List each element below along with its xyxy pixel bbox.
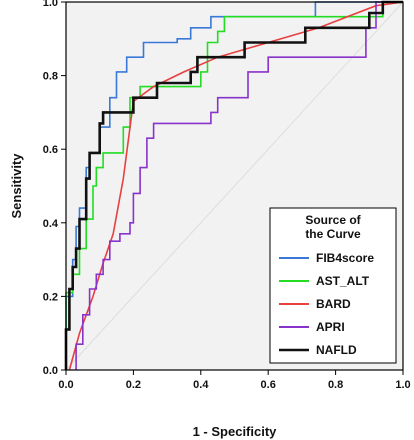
x-tick-label: 0.8 — [328, 379, 343, 391]
x-tick-label: 1.0 — [395, 379, 410, 391]
ticks-group: 0.0 0.2 0.4 0.6 0.8 1.0 0.0 0.2 0.4 0.6 0.8 1.0 — [43, 0, 411, 391]
y-tick-label: 0.8 — [43, 71, 58, 83]
x-tick-label: 0.6 — [261, 379, 276, 391]
y-tick-label: 0.4 — [43, 218, 59, 230]
legend-label-fib4score: FIB4score — [316, 251, 374, 265]
legend-label-bard: BARD — [316, 297, 351, 311]
legend-title-line1: Source of — [305, 213, 361, 227]
series-line-bard — [68, 1, 404, 371]
plot-frame — [65, 1, 404, 371]
series-line-fib4score — [65, 1, 403, 370]
legend-box — [269, 207, 397, 364]
series-line-apri — [75, 1, 403, 370]
legend: Source of the Curve FIB4score AST_ALT BARD… — [269, 207, 397, 364]
x-tick-label: 0.2 — [126, 379, 141, 391]
y-tick-label: 0.2 — [43, 291, 58, 303]
legend-label-apri: APRI — [316, 320, 345, 334]
y-tick-label: 0.6 — [43, 144, 58, 156]
x-tick-label: 0.0 — [58, 379, 73, 391]
diagonal-reference-line — [65, 1, 404, 371]
legend-label-nafld: NAFLD — [316, 343, 357, 357]
legend-title-line2: the Curve — [305, 227, 361, 241]
x-axis-label: 1 - Specificity — [193, 424, 278, 439]
x-tick-label: 0.4 — [193, 379, 209, 391]
legend-items: FIB4score AST_ALT BARD APRI NAFLD — [279, 251, 374, 357]
y-axis-label: Sensitivity — [9, 153, 24, 219]
y-tick-label: 0.0 — [43, 365, 58, 377]
series-group — [64, 0, 404, 371]
legend-label-ast-alt: AST_ALT — [316, 274, 370, 288]
series-line-nafld — [64, 0, 403, 370]
y-tick-label: 1.0 — [43, 0, 58, 9]
